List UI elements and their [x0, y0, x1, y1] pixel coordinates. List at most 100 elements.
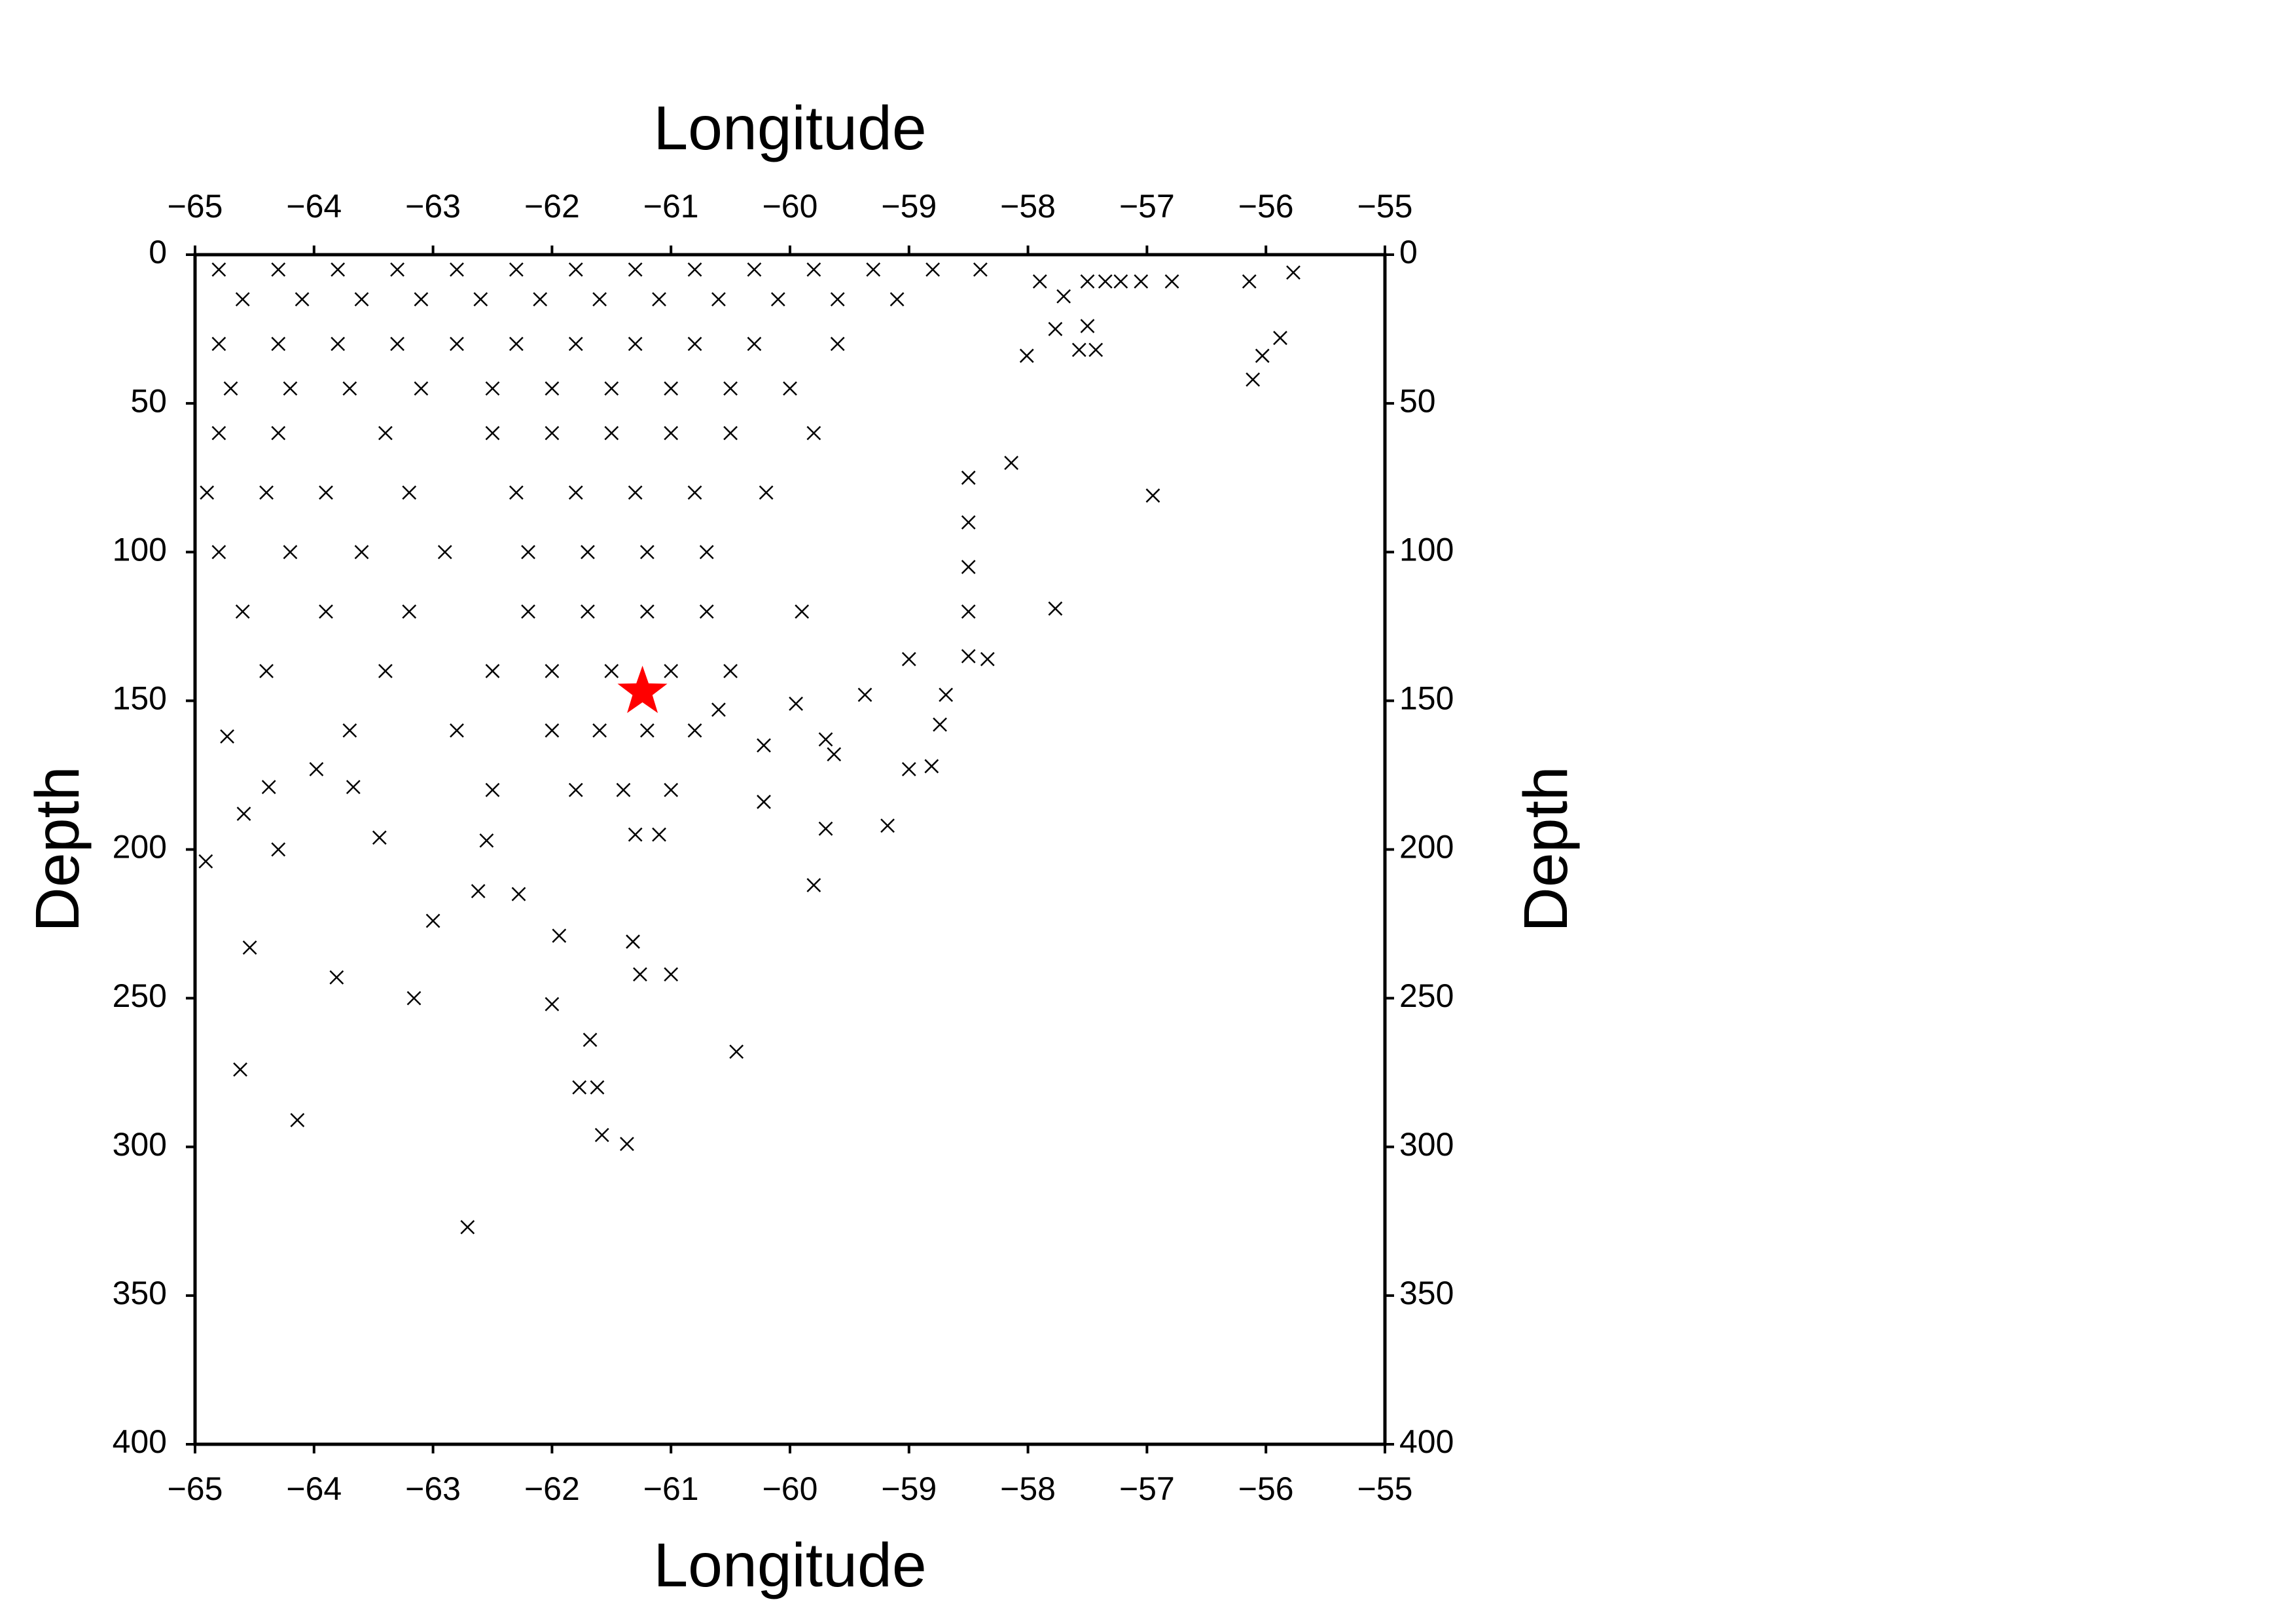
y-tick-label: 400 [113, 1423, 167, 1460]
x-marker [961, 604, 976, 619]
x-marker [711, 292, 726, 307]
x-marker [866, 262, 881, 277]
x-marker [473, 292, 488, 307]
x-marker [437, 545, 452, 560]
x-marker [460, 1220, 475, 1235]
x-marker [757, 738, 771, 753]
x-marker [271, 842, 286, 857]
x-marker [271, 337, 286, 352]
x-marker [479, 833, 494, 848]
x-marker [604, 664, 619, 678]
x-marker [830, 292, 845, 307]
x-marker [235, 292, 250, 307]
x-marker [652, 827, 666, 842]
y-tick-label: 400 [1399, 1423, 1454, 1460]
x-marker [372, 830, 387, 845]
x-marker [261, 780, 276, 794]
x-marker [211, 337, 226, 352]
x-marker [378, 426, 393, 441]
x-marker [509, 262, 524, 277]
x-marker [414, 381, 429, 396]
x-marker [319, 485, 333, 500]
x-marker [283, 545, 298, 560]
x-tick-label: −62 [524, 1470, 580, 1507]
x-marker [583, 1032, 598, 1048]
x-marker [961, 560, 976, 574]
x-marker [1145, 488, 1160, 503]
x-marker [271, 426, 286, 441]
x-marker [545, 426, 560, 441]
x-marker [664, 426, 679, 441]
x-marker [545, 996, 560, 1012]
x-marker [236, 807, 251, 821]
x-marker [1098, 274, 1113, 289]
x-marker [747, 337, 762, 352]
x-marker [628, 827, 643, 842]
x-marker [818, 732, 833, 747]
x-marker [806, 878, 821, 892]
x-marker [568, 337, 583, 352]
x-marker [857, 687, 872, 702]
x-marker [652, 292, 666, 307]
x-marker [980, 651, 995, 666]
x-marker [880, 818, 895, 833]
y-tick-label: 250 [1399, 977, 1454, 1014]
x-marker [628, 262, 643, 277]
x-axis-title-bottom: Longitude [653, 1531, 926, 1600]
x-marker [1134, 274, 1149, 289]
x-marker [331, 262, 346, 277]
x-marker [830, 337, 845, 352]
x-marker [687, 485, 702, 500]
star-marker [617, 665, 668, 714]
x-marker [1113, 274, 1128, 289]
x-marker [933, 717, 947, 732]
x-tick-label: −59 [881, 188, 937, 225]
x-marker [509, 485, 524, 500]
x-marker [211, 426, 226, 441]
x-marker [220, 729, 234, 744]
x-marker [590, 1080, 605, 1095]
x-marker [1048, 321, 1063, 337]
x-marker [319, 604, 333, 619]
x-tick-label: −65 [168, 188, 223, 225]
x-marker [961, 470, 976, 485]
x-marker [450, 262, 464, 277]
x-marker [961, 515, 976, 530]
x-tick-label: −60 [762, 1470, 818, 1507]
x-marker [723, 381, 738, 396]
x-marker [533, 292, 548, 307]
x-marker [545, 664, 560, 678]
x-marker [925, 262, 941, 277]
x-marker [723, 426, 738, 441]
x-marker [1056, 289, 1071, 304]
x-tick-label: −62 [524, 188, 580, 225]
x-marker [626, 934, 640, 949]
y-tick-label: 200 [113, 829, 167, 866]
plot-area [198, 262, 1300, 1235]
x-marker [295, 292, 310, 307]
x-marker [450, 337, 464, 352]
x-marker [329, 970, 344, 985]
x-tick-label: −55 [1357, 1470, 1413, 1507]
x-marker [354, 292, 369, 307]
x-marker [485, 664, 500, 678]
x-marker [568, 262, 583, 277]
x-marker [1080, 319, 1095, 333]
x-marker [973, 262, 988, 277]
x-marker [783, 381, 797, 396]
x-marker [259, 664, 274, 678]
x-marker [789, 697, 803, 711]
x-marker [211, 262, 226, 277]
x-marker [552, 928, 567, 943]
y-tick-label: 150 [1399, 680, 1454, 717]
x-marker [664, 381, 679, 396]
y-tick-label: 50 [130, 382, 167, 419]
x-marker [664, 664, 679, 678]
y-tick-label: 350 [1399, 1275, 1454, 1311]
x-marker [259, 485, 274, 500]
x-tick-label: −55 [1357, 188, 1413, 225]
x-tick-label: −56 [1238, 188, 1294, 225]
x-tick-label: −59 [881, 1470, 937, 1507]
x-marker [521, 545, 535, 560]
x-marker [581, 604, 595, 619]
